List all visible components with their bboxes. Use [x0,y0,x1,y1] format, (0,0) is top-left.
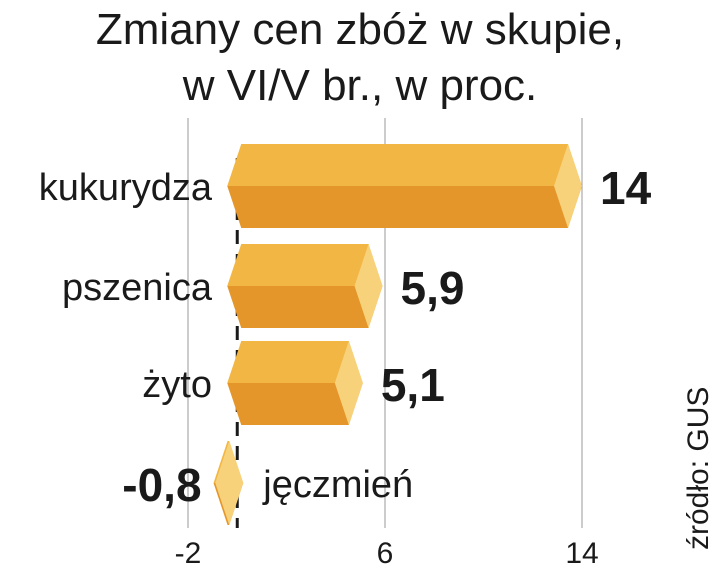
value-label: 5,9 [401,262,465,314]
chart-subtitle: w VI/V br., w proc. [182,61,538,110]
bar-1 [227,244,383,328]
bar-end-face [215,441,244,525]
bar-3 [213,441,244,525]
chart-title: Zmiany cen zbóż w skupie, [96,5,624,54]
category-label: żyto [142,364,212,406]
x-tick-label: 14 [565,537,598,570]
x-tick-label: 6 [377,537,394,570]
value-label: 14 [600,162,652,214]
bar-0 [227,144,582,228]
source-note: źródło: GUS [682,387,715,550]
bar-end-face [334,341,363,425]
category-label: kukurydza [39,167,213,209]
category-label: pszenica [62,267,213,309]
x-axis-ticks: -2 6 14 [175,537,599,570]
value-label: -0,8 [122,459,201,511]
bars [213,144,582,525]
x-tick-label: -2 [175,537,202,570]
bar-bottom-face [227,383,363,425]
bar-bottom-face [227,186,582,228]
bar-top-face [227,244,383,286]
bar-end-face [554,144,582,228]
bar-top-face [227,341,363,383]
value-label: 5,1 [381,359,445,411]
bar-top-face [227,144,582,186]
bar-end-face [354,244,383,328]
bar-2 [227,341,363,425]
labels: 14 kukurydza 5,9 pszenica 5,1 żyto -0,8 jęczmie… [39,162,652,511]
bar-bottom-face [227,286,383,328]
category-label: jęczmień [262,464,413,506]
